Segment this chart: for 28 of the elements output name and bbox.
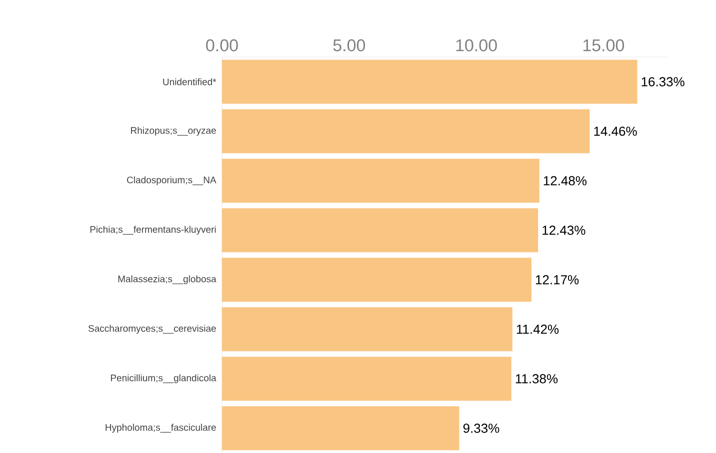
y-tick-label: Malassezia;s__globosa <box>118 275 216 284</box>
y-tick-label: Pichia;s__fermentans-kluyveri <box>90 226 216 235</box>
bar <box>222 406 460 450</box>
y-tick-label: Hypholoma;s__fasciculare <box>106 424 216 433</box>
data-label: 11.38% <box>516 374 558 384</box>
x-tick-label: 10.00 <box>456 39 497 52</box>
y-tick-label: Unidentified* <box>163 78 216 86</box>
data-label: 12.48% <box>544 176 587 186</box>
data-label: 12.43% <box>542 226 586 235</box>
x-tick-label: 15.00 <box>583 39 624 52</box>
data-label: 12.17% <box>536 275 579 284</box>
y-tick-label: Penicillium;s__glandicola <box>110 374 216 384</box>
bar <box>222 258 532 302</box>
data-label: 11.42% <box>516 324 559 334</box>
data-label: 9.33% <box>463 424 500 433</box>
bar <box>222 60 638 104</box>
bar <box>222 109 590 154</box>
y-tick-label: Cladosporium;s__NA <box>127 176 216 186</box>
bar <box>222 307 512 352</box>
bar <box>222 356 512 401</box>
data-label: 16.33% <box>642 77 684 86</box>
bar <box>222 208 538 252</box>
bar <box>222 158 540 203</box>
y-tick-label: Saccharomyces;s__cerevisiae <box>88 324 216 334</box>
y-tick-label: Rhizopus;s__oryzae <box>131 126 216 136</box>
x-tick-label: 0.00 <box>206 39 238 52</box>
x-tick-label: 5.00 <box>333 39 366 52</box>
data-label: 14.46% <box>594 126 637 136</box>
